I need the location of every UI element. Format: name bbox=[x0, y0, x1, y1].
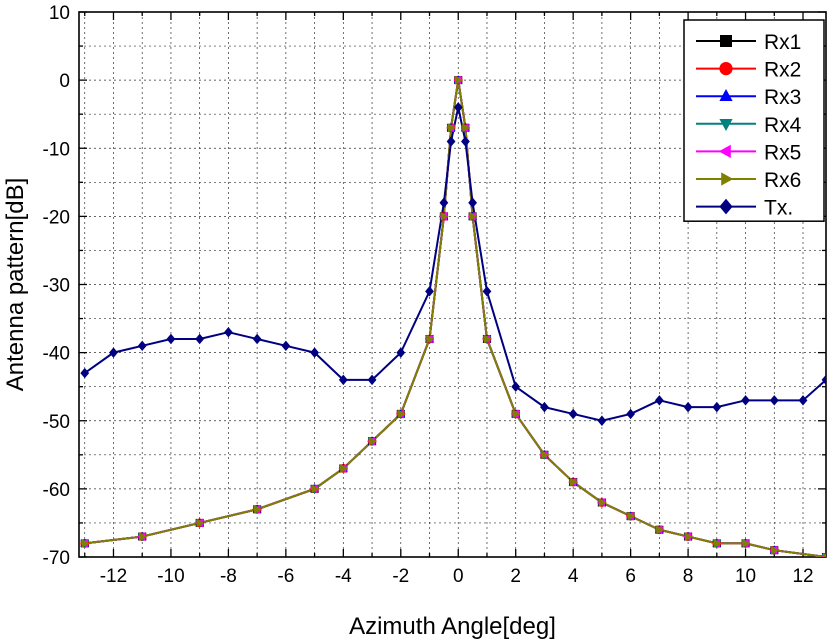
data-point-rx6 bbox=[311, 484, 320, 494]
y-tick-label: -20 bbox=[43, 207, 70, 228]
data-point-tx bbox=[80, 367, 90, 379]
legend-box bbox=[683, 19, 825, 222]
data-point-rx6 bbox=[462, 123, 471, 133]
data-point-tx bbox=[310, 347, 319, 358]
data-point-tx bbox=[821, 374, 826, 386]
y-axis-title: Antenna pattern[dB] bbox=[2, 178, 29, 392]
data-point-tx bbox=[769, 395, 779, 406]
x-tick-label: 4 bbox=[568, 566, 579, 587]
legend-marker-tx bbox=[719, 198, 733, 215]
x-tick-label: -12 bbox=[100, 566, 127, 587]
data-point-tx bbox=[712, 401, 722, 413]
legend-marker-rx1 bbox=[720, 35, 732, 47]
data-point-rx6 bbox=[627, 511, 636, 521]
data-point-tx bbox=[511, 381, 521, 392]
data-point-rx6 bbox=[822, 552, 826, 557]
x-tick-label: 12 bbox=[792, 566, 813, 587]
legend-marker-rx2 bbox=[719, 62, 733, 76]
y-tick-label: -40 bbox=[43, 344, 70, 365]
x-tick-label: -10 bbox=[157, 566, 184, 587]
legend-label-tx: Tx. bbox=[764, 197, 793, 220]
data-point-rx6 bbox=[771, 545, 780, 555]
data-point-rx6 bbox=[684, 532, 693, 541]
data-point-tx bbox=[439, 197, 449, 208]
data-point-rx6 bbox=[455, 75, 464, 85]
data-point-rx6 bbox=[569, 477, 578, 487]
y-tick-label: -70 bbox=[43, 548, 70, 569]
legend-marker-rx5 bbox=[718, 144, 731, 158]
legend-marker-rx3 bbox=[719, 89, 733, 101]
data-point-tx bbox=[468, 197, 478, 208]
data-point-tx bbox=[683, 401, 693, 413]
data-point-tx bbox=[396, 347, 406, 358]
data-point-rx6 bbox=[713, 538, 722, 548]
data-point-tx bbox=[568, 408, 578, 420]
data-point-tx bbox=[482, 286, 492, 297]
data-point-tx bbox=[425, 286, 434, 297]
data-point-rx6 bbox=[598, 498, 607, 507]
data-point-rx6 bbox=[368, 436, 377, 446]
data-point-rx6 bbox=[397, 409, 406, 419]
data-point-tx bbox=[252, 333, 262, 345]
legend-label-rx4: Rx4 bbox=[764, 114, 802, 137]
x-tick-label: 6 bbox=[625, 566, 636, 587]
legend-marker-rx4 bbox=[719, 119, 733, 131]
data-point-tx bbox=[338, 374, 348, 386]
legend-label-rx6: Rx6 bbox=[764, 169, 801, 192]
y-tick-label: 0 bbox=[59, 71, 70, 92]
data-point-tx bbox=[109, 347, 118, 358]
series-group bbox=[79, 75, 826, 557]
data-point-tx bbox=[741, 395, 750, 406]
legend-label-rx1: Rx1 bbox=[764, 31, 801, 54]
x-tick-label: -6 bbox=[277, 566, 294, 587]
legend-label-rx2: Rx2 bbox=[764, 59, 801, 82]
x-tick-label: -4 bbox=[335, 566, 352, 587]
data-point-tx bbox=[540, 401, 549, 413]
data-point-tx bbox=[446, 136, 456, 147]
legend-marker-rx6 bbox=[721, 172, 734, 186]
data-point-tx bbox=[281, 340, 291, 352]
data-point-rx6 bbox=[440, 211, 449, 221]
data-point-tx bbox=[798, 395, 808, 406]
y-tick-label: -30 bbox=[43, 276, 70, 297]
data-point-rx6 bbox=[81, 538, 90, 548]
data-point-tx bbox=[166, 333, 176, 345]
data-point-rx6 bbox=[447, 123, 456, 133]
data-point-tx bbox=[224, 326, 233, 338]
legend-label-rx3: Rx3 bbox=[764, 86, 801, 109]
data-point-tx bbox=[367, 374, 377, 386]
data-point-tx bbox=[461, 136, 470, 147]
y-tick-label: -60 bbox=[43, 480, 70, 501]
data-point-rx6 bbox=[426, 334, 435, 344]
y-tick-label: 10 bbox=[49, 3, 70, 24]
data-point-tx bbox=[597, 415, 607, 426]
data-point-rx6 bbox=[541, 450, 550, 460]
data-point-tx bbox=[137, 340, 147, 352]
data-point-tx bbox=[453, 102, 463, 113]
data-point-rx6 bbox=[512, 409, 521, 419]
x-tick-label: -8 bbox=[220, 566, 237, 587]
x-axis-title: Azimuth Angle[deg] bbox=[349, 613, 556, 640]
data-point-tx bbox=[654, 395, 664, 406]
y-tick-label: -50 bbox=[43, 412, 70, 433]
data-point-rx6 bbox=[742, 538, 751, 548]
data-point-rx6 bbox=[483, 334, 492, 344]
y-tick-label: -10 bbox=[43, 139, 70, 160]
x-tick-label: 0 bbox=[453, 566, 464, 587]
x-tick-label: 10 bbox=[735, 566, 756, 587]
data-point-tx bbox=[626, 408, 636, 420]
legend: Rx1 Rx2 Rx3 Rx4 Rx5 Rx6 Tx. bbox=[683, 19, 825, 222]
data-point-rx6 bbox=[139, 532, 148, 541]
legend-label-rx5: Rx5 bbox=[764, 141, 801, 164]
data-point-rx6 bbox=[469, 211, 478, 221]
x-tick-label: -2 bbox=[392, 566, 409, 587]
data-point-rx6 bbox=[340, 464, 349, 473]
x-tick-label: 2 bbox=[510, 566, 521, 587]
data-point-rx6 bbox=[196, 518, 205, 528]
data-point-rx6 bbox=[253, 504, 262, 514]
data-point-tx bbox=[195, 333, 205, 345]
x-tick-label: 8 bbox=[683, 566, 694, 587]
data-point-rx6 bbox=[656, 525, 665, 535]
